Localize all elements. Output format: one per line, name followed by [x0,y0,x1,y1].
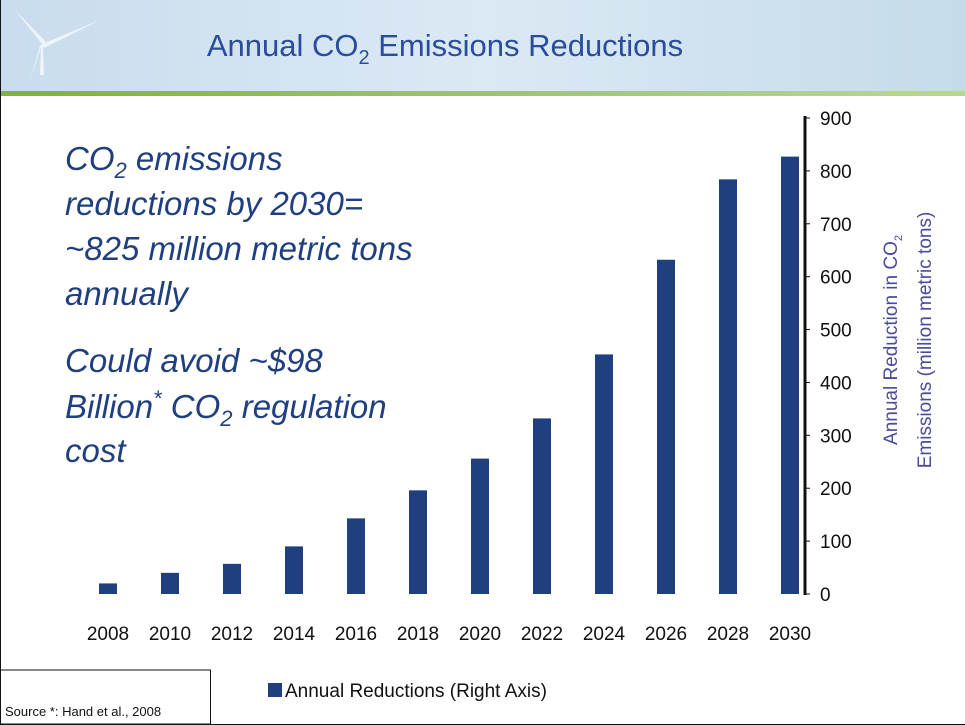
annotation: CO2 emissions reductions by 2030= ~825 m… [65,140,413,469]
annotation-superscript: * [153,386,163,411]
x-tick-label: 2030 [769,624,811,645]
header-rule [0,91,965,96]
y2-axis-title-line: Emissions (million metric tons) [915,212,936,469]
bar [161,572,179,594]
bar [223,563,241,594]
y2-tick-label: 200 [820,479,852,500]
bar [719,179,737,594]
x-tick-label: 2022 [521,624,563,645]
legend-swatch [268,683,282,697]
bar [347,518,365,594]
bar [285,546,303,594]
x-tick-label: 2020 [459,624,501,645]
annotation-text: emissions [127,140,283,177]
bar [99,583,117,594]
annotation-line: cost [65,432,127,469]
annotation-line: reductions by 2030= [65,185,363,222]
axis-title-text: Annual Reduction in CO [881,241,902,445]
x-tick-label: 2008 [87,624,129,645]
x-tick-label: 2018 [397,624,439,645]
x-tick-label: 2010 [149,624,191,645]
y2-tick-label: 700 [820,215,852,236]
x-tick-label: 2012 [211,624,253,645]
annotation-text: CO [162,388,221,425]
turbine-icon [15,10,100,80]
annotation-text: regulation [233,388,387,425]
bar [781,156,799,594]
source-note: Source *: Hand et al., 2008 [5,704,161,719]
y2-tick-label: 600 [820,268,852,289]
title-subscript: 2 [358,47,369,69]
legend-label: Annual Reductions (Right Axis) [285,681,547,702]
legend: Annual Reductions (Right Axis) [268,681,547,702]
y2-tick-label: 500 [820,321,852,342]
x-tick-label: 2026 [645,624,687,645]
annotation-subscript: 2 [114,158,127,183]
title-text: Emissions Reductions [370,28,684,63]
annotation-line: ~825 million metric tons [65,230,413,267]
y2-tick-label: 400 [820,373,852,394]
y2-tick-label: 800 [820,162,852,183]
annotation-subscript: 2 [219,406,232,431]
annotation-line: CO2 emissions [65,140,283,183]
annotation-line: Could avoid ~$98 [65,342,323,379]
y2-tick-label: 0 [820,585,831,606]
bar [595,354,613,594]
x-tick-label: 2028 [707,624,749,645]
annotation-text: CO [65,140,115,177]
slide-title: Annual CO2 Emissions Reductions [207,28,683,69]
y2-axis-title-line: Annual Reduction in CO2 [881,235,905,445]
y2-tick-label: 100 [820,532,852,553]
annotation-text: Billion [65,388,153,425]
bar [533,418,551,594]
axis-title-subscript: 2 [893,235,905,241]
annotation-line: annually [65,275,190,312]
bar [657,259,675,594]
header-band [0,0,965,92]
y2-tick-label: 300 [820,426,852,447]
x-tick-label: 2016 [335,624,377,645]
y2-axis-title: Annual Reduction in CO2 Emissions (milli… [881,212,936,469]
x-tick-label: 2024 [583,624,626,645]
x-tick-label: 2014 [273,624,316,645]
title-text: Annual CO [207,28,359,63]
bar [409,490,427,594]
bar [471,458,489,594]
annotation-line: Billion* CO2 regulation [65,386,387,431]
y2-tick-label: 900 [820,109,852,130]
